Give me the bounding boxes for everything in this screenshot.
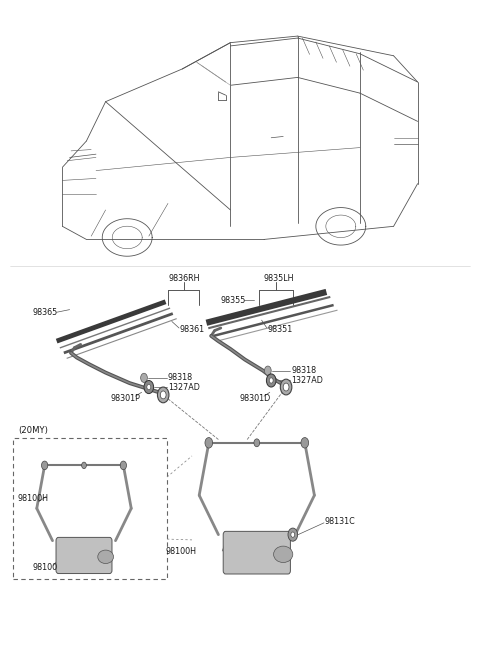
Ellipse shape	[98, 550, 113, 564]
Text: 98361: 98361	[180, 325, 205, 335]
Circle shape	[266, 374, 276, 387]
Circle shape	[291, 532, 295, 537]
Circle shape	[41, 461, 48, 470]
Text: 98301P: 98301P	[110, 394, 140, 403]
Text: 98301D: 98301D	[240, 394, 271, 403]
Text: 98100H: 98100H	[17, 494, 48, 503]
Text: 98318: 98318	[291, 366, 316, 375]
Text: 98365: 98365	[33, 308, 58, 317]
FancyBboxPatch shape	[56, 537, 112, 573]
Text: 98355: 98355	[221, 296, 246, 305]
Circle shape	[82, 462, 86, 468]
Circle shape	[280, 379, 292, 395]
Circle shape	[144, 380, 154, 394]
Circle shape	[205, 438, 213, 448]
Text: 98100H: 98100H	[166, 546, 197, 556]
Text: 98351: 98351	[268, 325, 293, 335]
Circle shape	[264, 366, 271, 375]
Circle shape	[160, 391, 166, 399]
Circle shape	[147, 384, 151, 390]
Text: 98318: 98318	[168, 373, 193, 382]
Circle shape	[141, 373, 147, 382]
Text: 98100: 98100	[33, 563, 58, 572]
Circle shape	[283, 383, 289, 391]
Text: (20MY): (20MY)	[18, 426, 48, 436]
Circle shape	[301, 438, 309, 448]
Text: 98131C: 98131C	[325, 517, 356, 526]
Text: 9836RH: 9836RH	[169, 274, 201, 283]
Circle shape	[120, 461, 127, 470]
Circle shape	[288, 528, 298, 541]
FancyBboxPatch shape	[223, 531, 290, 574]
Circle shape	[254, 439, 260, 447]
Text: 9835LH: 9835LH	[263, 274, 294, 283]
Circle shape	[269, 378, 273, 383]
Circle shape	[157, 387, 169, 403]
Ellipse shape	[274, 546, 293, 563]
Text: 1327AD: 1327AD	[168, 382, 200, 392]
FancyBboxPatch shape	[13, 438, 167, 579]
Text: 1327AD: 1327AD	[291, 376, 323, 385]
